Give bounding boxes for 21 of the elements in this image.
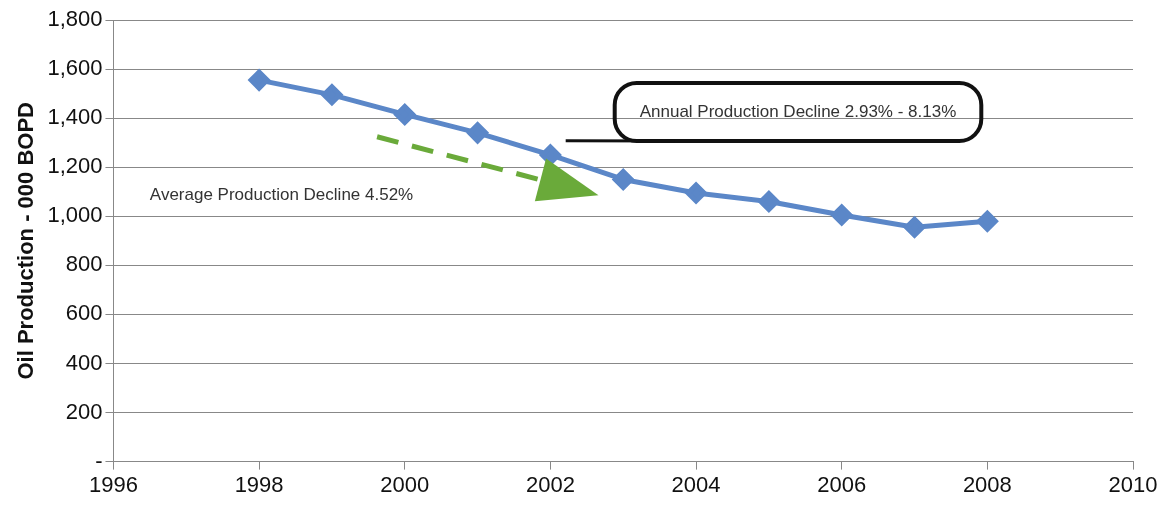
annotation: Average Production Decline 4.52% — [149, 184, 414, 204]
y-tick-label: - — [95, 447, 103, 473]
y-tick-label: 200 — [65, 398, 103, 424]
x-tick-label: 2006 — [817, 471, 867, 497]
y-tick-label: 1,800 — [47, 6, 103, 32]
x-tick-label: 2010 — [1108, 471, 1158, 497]
x-tick-label: 2004 — [671, 471, 721, 497]
y-tick-label: 1,000 — [47, 202, 103, 228]
x-tick-label: 2008 — [962, 471, 1012, 497]
x-tick-label: 1998 — [234, 471, 284, 497]
y-tick-label: 800 — [65, 251, 103, 277]
x-tick-label: 1996 — [88, 471, 138, 497]
x-tick-label: 2002 — [525, 471, 575, 497]
y-axis-title: Oil Production - 000 BOPD — [13, 102, 39, 380]
y-tick-label: 1,400 — [47, 104, 103, 130]
y-tick-label: 1,200 — [47, 153, 103, 179]
annotation: Annual Production Decline 2.93% - 8.13% — [639, 101, 957, 121]
y-tick-label: 1,600 — [47, 55, 103, 81]
y-tick-label: 400 — [65, 349, 103, 375]
y-tick-label: 600 — [65, 300, 103, 326]
x-tick-label: 2000 — [380, 471, 430, 497]
